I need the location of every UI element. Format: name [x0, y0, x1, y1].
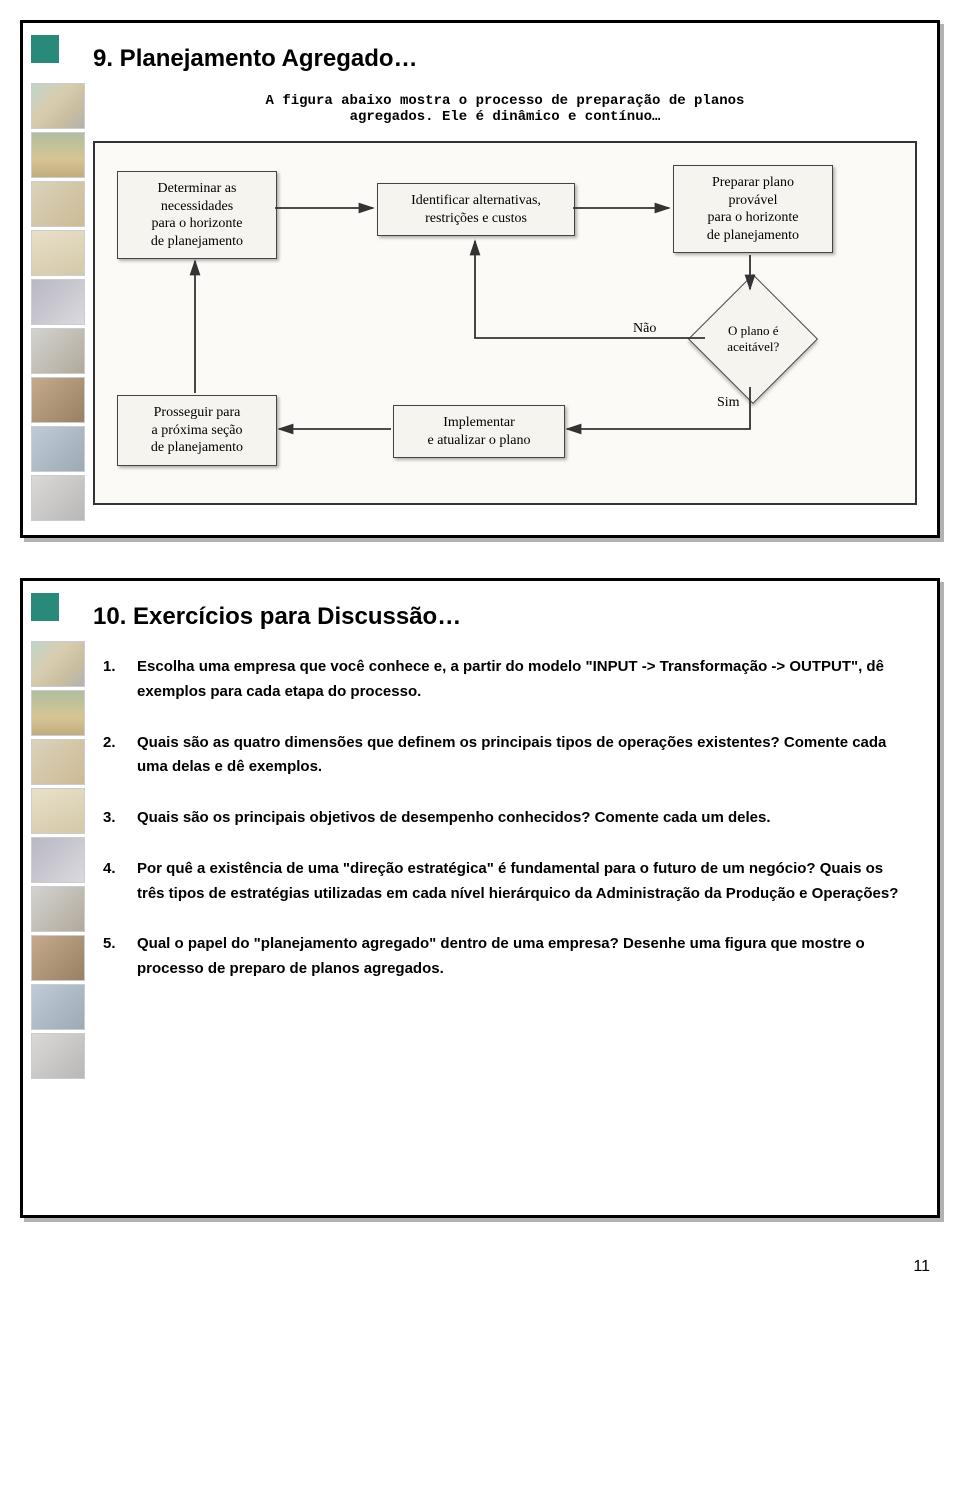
slide-header: 10. Exercícios para Discussão… — [93, 603, 917, 631]
slide-title: 9. Planejamento Agregado… — [93, 45, 917, 73]
thumbnail-image — [31, 328, 85, 374]
node-text: O plano é — [728, 323, 779, 338]
exercise-number: 3. — [103, 806, 137, 831]
node-text: de planejamento — [151, 234, 243, 249]
slide-title: 10. Exercícios para Discussão… — [93, 603, 917, 631]
thumbnail-image — [31, 132, 85, 178]
thumbnail-image — [31, 181, 85, 227]
thumbnail-sidebar — [31, 83, 83, 525]
flowchart-node-prosseguir: Prosseguir para a próxima seção de plane… — [117, 395, 277, 466]
thumbnail-image — [31, 935, 85, 981]
exercise-list: 1. Escolha uma empresa que você conhece … — [103, 655, 907, 982]
flowchart-edge-label-nao: Não — [633, 321, 656, 337]
node-text: a próxima seção — [152, 423, 243, 438]
thumbnail-image — [31, 279, 85, 325]
thumbnail-image — [31, 886, 85, 932]
flowchart: Determinar as necessidades para o horizo… — [93, 141, 917, 505]
node-text: restrições e custos — [425, 211, 527, 226]
exercise-text: Qual o papel do "planejamento agregado" … — [137, 932, 907, 982]
slide-planejamento-agregado: 9. Planejamento Agregado… A figura abaix… — [20, 20, 940, 538]
exercise-number: 5. — [103, 932, 137, 982]
slide-header: 9. Planejamento Agregado… — [93, 45, 917, 73]
caption-line: agregados. Ele é dinâmico e contínuo… — [350, 109, 661, 125]
flowchart-node-determinar: Determinar as necessidades para o horizo… — [117, 171, 277, 259]
thumbnail-image — [31, 837, 85, 883]
corner-accent-icon — [31, 593, 59, 621]
corner-accent-icon — [31, 35, 59, 63]
flowchart-decision-aceitavel: O plano é aceitável? — [707, 293, 799, 385]
node-text: de planejamento — [707, 228, 799, 243]
node-text: Determinar as — [158, 181, 237, 196]
exercise-text: Quais são os principais objetivos de des… — [137, 806, 907, 831]
thumbnail-image — [31, 1033, 85, 1079]
exercise-text: Por quê a existência de uma "direção est… — [137, 857, 907, 907]
thumbnail-image — [31, 377, 85, 423]
thumbnail-image — [31, 475, 85, 521]
node-text: necessidades — [161, 199, 233, 214]
flowchart-node-preparar: Preparar plano provável para o horizonte… — [673, 165, 833, 253]
flowchart-node-implementar: Implementar e atualizar o plano — [393, 405, 565, 458]
slide-exercicios: 10. Exercícios para Discussão… 1. Escolh… — [20, 578, 940, 1218]
exercise-number: 4. — [103, 857, 137, 907]
exercise-item: 2. Quais são as quatro dimensões que def… — [103, 731, 907, 781]
node-text: para o horizonte — [708, 210, 799, 225]
caption-line: A figura abaixo mostra o processo de pre… — [266, 93, 745, 109]
thumbnail-image — [31, 690, 85, 736]
node-text: Implementar — [443, 415, 515, 430]
node-text: Prosseguir para — [154, 405, 241, 420]
node-text: provável — [729, 193, 778, 208]
thumbnail-image — [31, 426, 85, 472]
node-text: aceitável? — [727, 339, 779, 354]
node-text: Identificar alternativas, — [411, 193, 541, 208]
flowchart-node-identificar: Identificar alternativas, restrições e c… — [377, 183, 575, 236]
node-text: Preparar plano — [712, 175, 794, 190]
thumbnail-image — [31, 984, 85, 1030]
thumbnail-image — [31, 788, 85, 834]
thumbnail-sidebar — [31, 641, 83, 1205]
node-text: de planejamento — [151, 440, 243, 455]
thumbnail-image — [31, 641, 85, 687]
exercise-item: 3. Quais são os principais objetivos de … — [103, 806, 907, 831]
thumbnail-image — [31, 739, 85, 785]
thumbnail-image — [31, 230, 85, 276]
node-text: e atualizar o plano — [427, 433, 530, 448]
exercise-number: 1. — [103, 655, 137, 705]
thumbnail-image — [31, 83, 85, 129]
page-number: 11 — [0, 1258, 930, 1276]
exercise-item: 5. Qual o papel do "planejamento agregad… — [103, 932, 907, 982]
exercise-text: Quais são as quatro dimensões que define… — [137, 731, 907, 781]
figure-caption: A figura abaixo mostra o processo de pre… — [175, 93, 834, 125]
exercise-text: Escolha uma empresa que você conhece e, … — [137, 655, 907, 705]
exercise-number: 2. — [103, 731, 137, 781]
flowchart-edge-label-sim: Sim — [717, 395, 740, 411]
exercise-item: 4. Por quê a existência de uma "direção … — [103, 857, 907, 907]
exercise-item: 1. Escolha uma empresa que você conhece … — [103, 655, 907, 705]
node-text: para o horizonte — [152, 216, 243, 231]
